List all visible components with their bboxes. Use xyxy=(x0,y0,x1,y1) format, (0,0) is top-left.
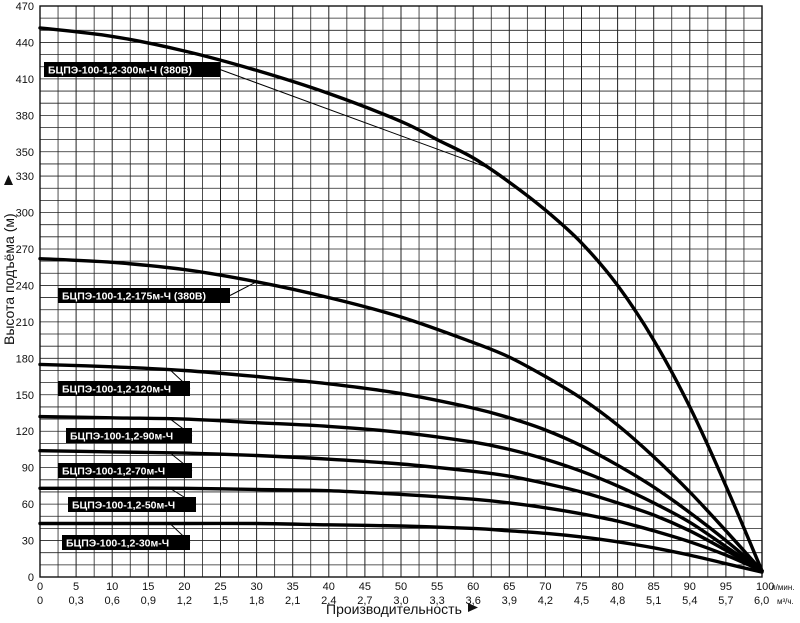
x-unit-label: л/мин. xyxy=(771,583,795,592)
x-tick-label: 65 xyxy=(503,581,515,593)
series-label-box xyxy=(58,381,190,396)
series-curve xyxy=(38,414,764,573)
curves xyxy=(38,26,764,574)
series-label: БЦПЭ-100-1,2-120м-Ч xyxy=(62,384,171,396)
series-label: БЦПЭ-100-1,2-30м-Ч xyxy=(66,538,169,550)
x-tick-label: 0 xyxy=(37,581,43,593)
x-tick-label: 50 xyxy=(395,581,407,593)
ticks: 0306090120150180210240270300330350380410… xyxy=(16,1,795,607)
series-label-box xyxy=(58,463,192,478)
series-label: БЦПЭ-100-1,2-175м-Ч (380В) xyxy=(62,291,206,303)
x2-tick-label: 5,7 xyxy=(718,595,733,607)
series-label-box xyxy=(66,428,192,443)
x2-tick-label: 1,8 xyxy=(249,595,264,607)
y-tick-label: 240 xyxy=(16,280,34,292)
x-tick-label: 30 xyxy=(250,581,262,593)
y-tick-label: 90 xyxy=(22,463,34,475)
x-tick-label: 60 xyxy=(467,581,479,593)
x2-tick-label: 4,2 xyxy=(538,595,553,607)
x-axis-arrow-icon xyxy=(468,603,478,612)
x-tick-label: 100 xyxy=(756,581,774,593)
x2-unit-label: м³/ч. xyxy=(777,597,794,606)
y-tick-label: 30 xyxy=(22,536,34,548)
series-curve xyxy=(38,449,764,573)
x2-tick-label: 2,4 xyxy=(321,595,336,607)
x2-tick-label: 0 xyxy=(37,595,43,607)
y-tick-label: 0 xyxy=(28,572,34,584)
x-tick-label: 10 xyxy=(106,581,118,593)
series-label-box xyxy=(68,497,196,512)
x-tick-label: 75 xyxy=(575,581,587,593)
x-tick-label: 85 xyxy=(648,581,660,593)
series-label-box xyxy=(58,288,230,303)
y-tick-label: 120 xyxy=(16,426,34,438)
x-axis-title: Производительность xyxy=(326,601,462,617)
series-label-box xyxy=(62,535,190,550)
y-tick-label: 380 xyxy=(16,110,34,122)
x2-tick-label: 3,0 xyxy=(393,595,408,607)
y-tick-label: 150 xyxy=(16,390,34,402)
y-tick-label: 330 xyxy=(16,171,34,183)
x2-tick-label: 3,3 xyxy=(429,595,444,607)
x2-tick-label: 0,9 xyxy=(141,595,156,607)
x2-tick-label: 4,5 xyxy=(574,595,589,607)
x2-tick-label: 3,6 xyxy=(466,595,481,607)
x-tick-label: 20 xyxy=(178,581,190,593)
series-label: БЦПЭ-100-1,2-50м-Ч xyxy=(72,500,175,512)
label-leader-line xyxy=(219,69,488,169)
series-label: БЦПЭ-100-1,2-300м-Ч (380В) xyxy=(48,65,192,77)
x-tick-label: 80 xyxy=(611,581,623,593)
x2-tick-label: 2,7 xyxy=(357,595,372,607)
x2-tick-label: 1,2 xyxy=(177,595,192,607)
x2-tick-label: 5,1 xyxy=(646,595,661,607)
x2-tick-label: 4,8 xyxy=(610,595,625,607)
series-curve xyxy=(38,257,764,573)
x-tick-label: 95 xyxy=(720,581,732,593)
x2-tick-label: 6,0 xyxy=(754,595,769,607)
series-label-box xyxy=(44,62,220,77)
x2-tick-label: 0,3 xyxy=(68,595,83,607)
x-tick-label: 5 xyxy=(73,581,79,593)
y-tick-label: 470 xyxy=(16,1,34,13)
y-axis-title: Высота подъёма (м) xyxy=(1,213,17,345)
series-curve xyxy=(38,486,764,573)
x-tick-label: 45 xyxy=(359,581,371,593)
series-curve xyxy=(38,521,764,574)
y-tick-label: 60 xyxy=(22,499,34,511)
y-tick-label: 180 xyxy=(16,353,34,365)
series-label: БЦПЭ-100-1,2-90м-Ч xyxy=(70,431,173,443)
x2-tick-label: 3,9 xyxy=(502,595,517,607)
y-tick-label: 300 xyxy=(16,208,34,220)
x-tick-label: 25 xyxy=(214,581,226,593)
y-tick-label: 440 xyxy=(16,37,34,49)
x2-tick-label: 5,4 xyxy=(682,595,697,607)
y-tick-label: 210 xyxy=(16,317,34,329)
plot-frame xyxy=(39,5,763,578)
y-axis-arrow-icon xyxy=(4,175,13,185)
y-tick-label: 270 xyxy=(16,244,34,256)
x-tick-label: 15 xyxy=(142,581,154,593)
series-label: БЦПЭ-100-1,2-70м-Ч xyxy=(62,466,165,478)
x-tick-label: 70 xyxy=(539,581,551,593)
y-tick-label: 350 xyxy=(16,147,34,159)
series-curve xyxy=(38,26,764,573)
x2-tick-label: 2,1 xyxy=(285,595,300,607)
x-tick-label: 90 xyxy=(684,581,696,593)
x2-tick-label: 1,5 xyxy=(213,595,228,607)
label-leader-line xyxy=(229,281,257,296)
x-tick-label: 35 xyxy=(287,581,299,593)
x2-tick-label: 0,6 xyxy=(105,595,120,607)
series-curve xyxy=(38,362,764,573)
x-tick-label: 55 xyxy=(431,581,443,593)
y-tick-label: 410 xyxy=(16,74,34,86)
series-labels: БЦПЭ-100-1,2-300м-Ч (380В) БЦПЭ-100-1,2-1… xyxy=(44,62,488,550)
x-tick-label: 40 xyxy=(323,581,335,593)
